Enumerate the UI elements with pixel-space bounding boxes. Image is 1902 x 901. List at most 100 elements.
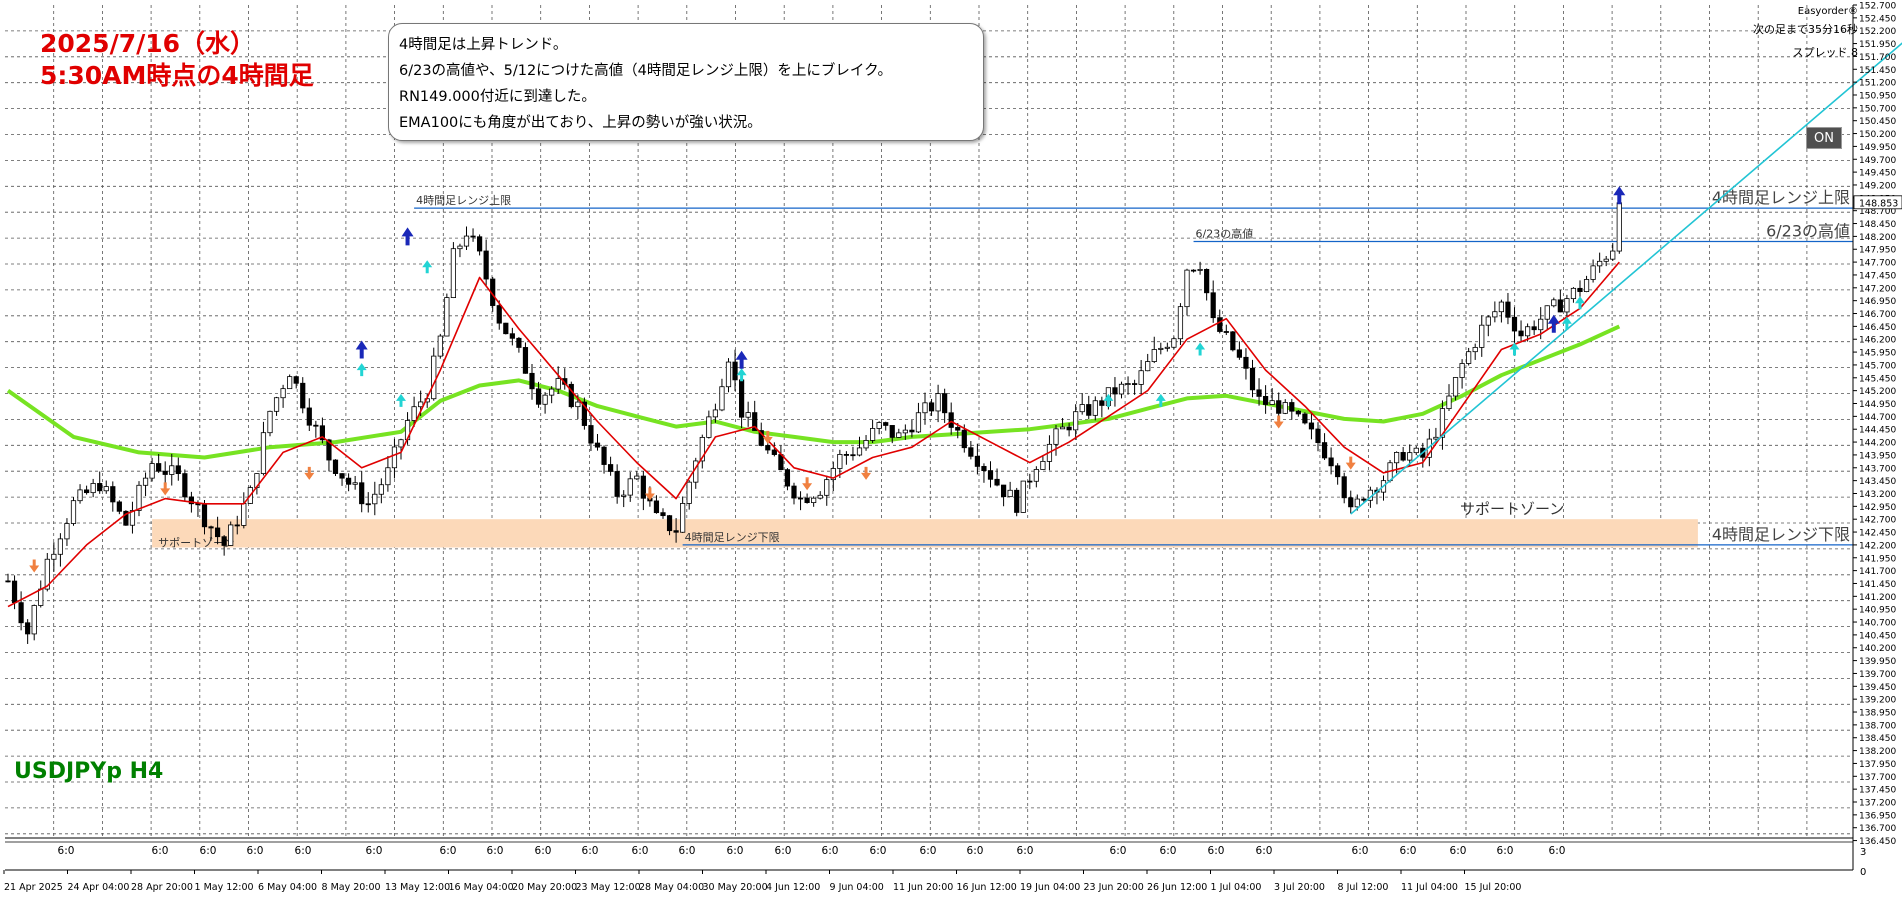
y-tick-label: 151.950	[1859, 40, 1896, 50]
candle-body	[883, 422, 889, 426]
candle-body	[221, 536, 227, 546]
candle-body	[542, 394, 548, 405]
x-date-label: 20 May 20:00	[512, 882, 577, 893]
candle-body	[680, 503, 686, 533]
candle-body	[1223, 331, 1229, 333]
candle-body	[332, 459, 339, 474]
candle-body	[142, 477, 149, 486]
y-tick-label: 149.700	[1859, 156, 1896, 166]
candle-body	[863, 440, 869, 449]
y-tick-label: 145.450	[1859, 374, 1896, 384]
candle-body	[1138, 370, 1144, 385]
candle-body	[896, 432, 902, 438]
ema-fast-line-path	[7, 261, 1620, 608]
candle-body	[319, 425, 326, 441]
candle-body	[889, 425, 895, 438]
level-line-label: 4時間足レンジ下限	[685, 531, 780, 544]
candle-body	[1577, 287, 1583, 292]
candle-body	[1518, 330, 1524, 337]
candle-body	[1027, 480, 1033, 483]
x-hour-label: 6:0	[1400, 845, 1417, 857]
candle-body	[201, 504, 208, 528]
y-tick-label: 142.450	[1859, 529, 1896, 539]
y-tick-label: 137.700	[1859, 773, 1896, 783]
candle-body	[1525, 326, 1531, 337]
candle-body	[1583, 279, 1590, 292]
candle-body	[1145, 361, 1151, 372]
candle-body	[1354, 498, 1360, 508]
candle-body	[136, 484, 142, 511]
y-tick-label: 138.200	[1859, 747, 1896, 757]
candle-body	[476, 236, 483, 252]
x-hour-label: 6:0	[775, 845, 792, 857]
candle-body	[57, 538, 64, 555]
candle-body	[1492, 311, 1498, 318]
candle-body	[300, 382, 306, 409]
candle-body	[686, 481, 692, 504]
candle-body	[123, 510, 129, 526]
on-toggle-button[interactable]: ON	[1806, 127, 1842, 149]
candle-body	[1335, 465, 1341, 478]
y-tick-label: 146.200	[1859, 336, 1896, 346]
candle-body	[97, 483, 103, 492]
y-tick-label: 137.200	[1859, 799, 1896, 809]
candle-body	[719, 386, 725, 411]
candle-body	[64, 523, 70, 540]
strong-buy-arrow	[735, 350, 748, 369]
x-date-label: 23 May 12:00	[576, 882, 641, 893]
candle-body	[928, 402, 935, 412]
candle-body	[103, 486, 109, 492]
candle-body	[1230, 331, 1236, 351]
x-date-label: 16 Jun 12:00	[957, 882, 1017, 893]
candle-body	[326, 439, 332, 461]
candle-body	[1059, 426, 1066, 430]
x-date-label: 24 Apr 04:00	[68, 882, 130, 893]
candle-body	[182, 473, 188, 498]
y-tick-label: 140.950	[1859, 606, 1896, 616]
y-tick-label: 136.700	[1859, 824, 1896, 834]
sell-signal-arrow	[802, 477, 813, 491]
candle-body	[739, 379, 745, 418]
candle-body	[38, 588, 44, 606]
support-zone-label-left: サポートゾーン	[158, 536, 234, 549]
strong-buy-arrow	[1613, 186, 1626, 205]
y-tick-label: 148.450	[1859, 220, 1896, 230]
candle-body	[581, 401, 588, 426]
y-tick-label: 152.700	[1859, 2, 1896, 12]
candle-body	[293, 376, 299, 384]
candle-body	[1151, 349, 1157, 362]
candle-body	[784, 469, 791, 487]
x-date-label: 19 Jun 04:00	[1020, 882, 1080, 893]
candle-body	[640, 475, 646, 499]
y-tick-label: 144.200	[1859, 439, 1896, 449]
candle-body	[961, 429, 967, 449]
candle-body	[470, 235, 476, 238]
candle-body	[1125, 383, 1131, 385]
candle-body	[725, 361, 732, 388]
candle-body	[752, 412, 758, 431]
candle-body	[365, 503, 371, 506]
y-tick-label: 139.450	[1859, 683, 1896, 693]
x-hour-label: 6:0	[247, 845, 264, 857]
y-tick-label: 146.950	[1859, 297, 1896, 307]
x-hour-label: 6:0	[822, 845, 839, 857]
candle-body	[444, 297, 450, 337]
candle-body	[1413, 447, 1419, 454]
candle-body	[1466, 351, 1472, 364]
candle-body	[850, 454, 856, 457]
y-tick-label: 141.200	[1859, 593, 1896, 603]
candle-body	[31, 605, 37, 635]
y-tick-label: 150.950	[1859, 91, 1896, 101]
candle-body	[1282, 402, 1288, 414]
x-date-label: 9 Jun 04:00	[830, 882, 884, 893]
candle-body	[1459, 363, 1465, 378]
y-tick-label: 152.450	[1859, 14, 1896, 24]
candle-body	[457, 245, 463, 250]
candlestick-series	[5, 202, 1622, 644]
candle-body	[411, 406, 417, 421]
candle-body	[25, 622, 31, 635]
candle-body	[84, 489, 90, 494]
candle-body	[1302, 413, 1308, 424]
candle-body	[1001, 484, 1007, 498]
